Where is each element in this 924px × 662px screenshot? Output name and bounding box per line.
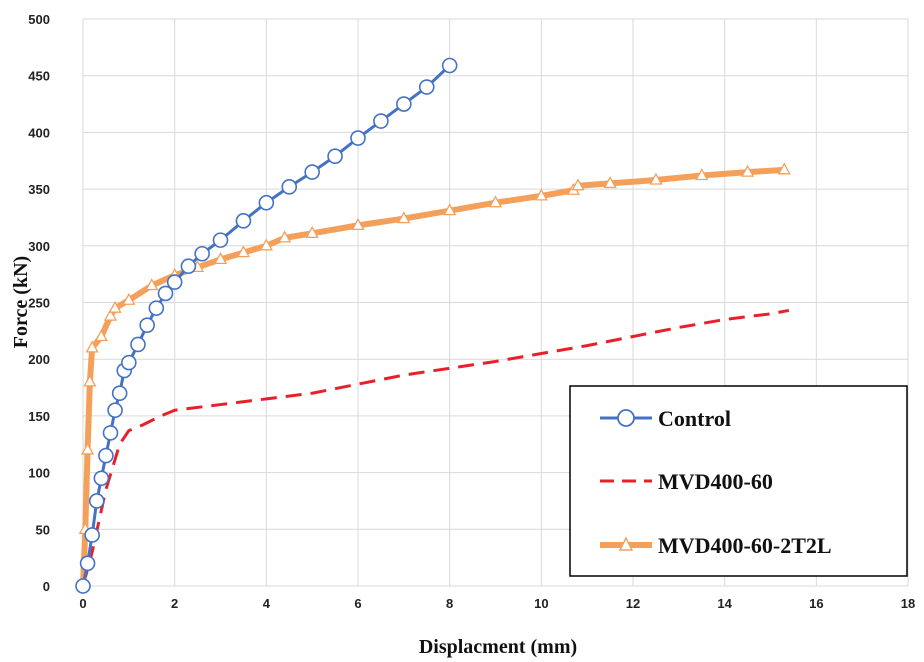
data-point-control [180, 258, 197, 275]
data-point-control [102, 425, 119, 441]
legend: Control MVD400-60 MVD400-60-2T2L [569, 385, 908, 577]
data-point-control [107, 402, 123, 419]
data-point-mvd400-60-2t2l [94, 329, 108, 342]
y-tick-label: 250 [28, 296, 50, 311]
data-point-control [130, 336, 146, 353]
legend-entry: MVD400-60 [600, 469, 773, 494]
data-point-control [212, 232, 229, 248]
data-point-control [84, 527, 100, 543]
data-point-mvd400-60-2t2l [443, 203, 457, 216]
data-point-control [88, 493, 105, 509]
data-point-mvd400-60-2t2l [85, 340, 99, 353]
legend-marker-triangle [618, 536, 634, 551]
data-point-mvd400-60-2t2l [122, 292, 136, 305]
y-tick-label: 300 [28, 239, 50, 254]
data-point-control [235, 213, 252, 229]
x-tick-label: 4 [263, 596, 271, 611]
data-point-mvd400-60-2t2l [488, 195, 503, 208]
x-tick-label: 2 [171, 596, 178, 611]
data-point-control [418, 79, 435, 95]
data-point-mvd400-60-2t2l [236, 245, 251, 258]
data-point-mvd400-60-2t2l [108, 300, 122, 313]
data-point-mvd400-60-2t2l [603, 176, 617, 189]
y-axis-title: Force (kN) [10, 256, 32, 348]
x-axis-title: Displacment (mm) [419, 636, 577, 658]
data-point-control [93, 470, 110, 487]
y-tick-label: 450 [28, 69, 50, 84]
data-point-control [327, 148, 343, 165]
legend-marker-circle [617, 409, 635, 427]
data-point-control [441, 57, 458, 74]
y-tick-label: 500 [28, 12, 50, 27]
data-point-mvd400-60-2t2l [695, 168, 709, 181]
data-point-mvd400-60-2t2l [80, 442, 95, 455]
data-point-control [304, 164, 320, 180]
x-tick-label: 6 [354, 596, 361, 611]
data-point-control [98, 447, 114, 464]
series-layer [75, 57, 791, 594]
data-point-control [373, 113, 389, 129]
legend-entry: MVD400-60-2T2L [600, 533, 832, 558]
data-point-mvd400-60-2t2l [571, 178, 585, 191]
x-tick-label: 18 [901, 596, 915, 611]
x-tick-label: 14 [717, 596, 732, 611]
data-point-mvd400-60-2t2l [397, 211, 411, 224]
y-tick-labels: 0 50 100 150 200 250 300 350 400 450 500 [28, 12, 50, 594]
x-tick-label: 16 [809, 596, 823, 611]
data-point-mvd400-60-2t2l [83, 374, 97, 387]
data-point-control [79, 555, 96, 572]
x-tick-label: 0 [79, 596, 86, 611]
data-point-mvd400-60-2t2l [740, 164, 755, 177]
x-tick-label: 12 [626, 596, 640, 611]
data-point-mvd400-60-2t2l [145, 278, 159, 291]
data-point-control [157, 285, 174, 302]
legend-label: MVD400-60 [658, 469, 773, 494]
data-point-control [148, 300, 165, 316]
series-line-1 [81, 308, 790, 587]
legend-label: MVD400-60-2T2L [658, 533, 832, 558]
data-point-control [139, 317, 155, 333]
data-point-mvd400-60-2t2l [777, 162, 791, 175]
data-point-mvd400-60-2t2l [259, 238, 273, 251]
data-point-mvd400-60-2t2l [649, 172, 663, 185]
legend-label: Control [658, 406, 731, 431]
data-point-control [350, 130, 366, 146]
y-tick-label: 200 [28, 352, 50, 367]
data-point-control [396, 96, 412, 112]
data-point-mvd400-60-2t2l [534, 188, 548, 201]
data-point-control [258, 194, 275, 211]
data-point-mvd400-60-2t2l [278, 230, 292, 243]
y-tick-label: 50 [36, 522, 50, 537]
y-tick-label: 100 [28, 466, 50, 481]
legend-items: Control MVD400-60 MVD400-60-2T2L [600, 406, 832, 558]
data-point-mvd400-60-2t2l [305, 225, 319, 238]
data-point-control [194, 245, 210, 262]
data-point-control [111, 385, 128, 402]
data-point-control [166, 274, 183, 290]
data-point-control [75, 578, 91, 594]
x-tick-label: 10 [534, 596, 548, 611]
data-point-control [281, 179, 298, 195]
y-tick-label: 350 [28, 182, 50, 197]
y-tick-label: 400 [28, 125, 50, 140]
legend-entry: Control [600, 406, 731, 431]
data-point-mvd400-60-2t2l [103, 308, 118, 321]
x-tick-labels: 0 2 4 6 8 10 12 14 16 18 [79, 596, 915, 611]
data-point-control [121, 354, 137, 371]
y-tick-label: 0 [43, 579, 50, 594]
data-point-mvd400-60-2t2l [213, 252, 228, 265]
y-tick-label: 150 [28, 409, 50, 424]
x-tick-label: 8 [446, 596, 453, 611]
data-point-mvd400-60-2t2l [351, 218, 365, 231]
